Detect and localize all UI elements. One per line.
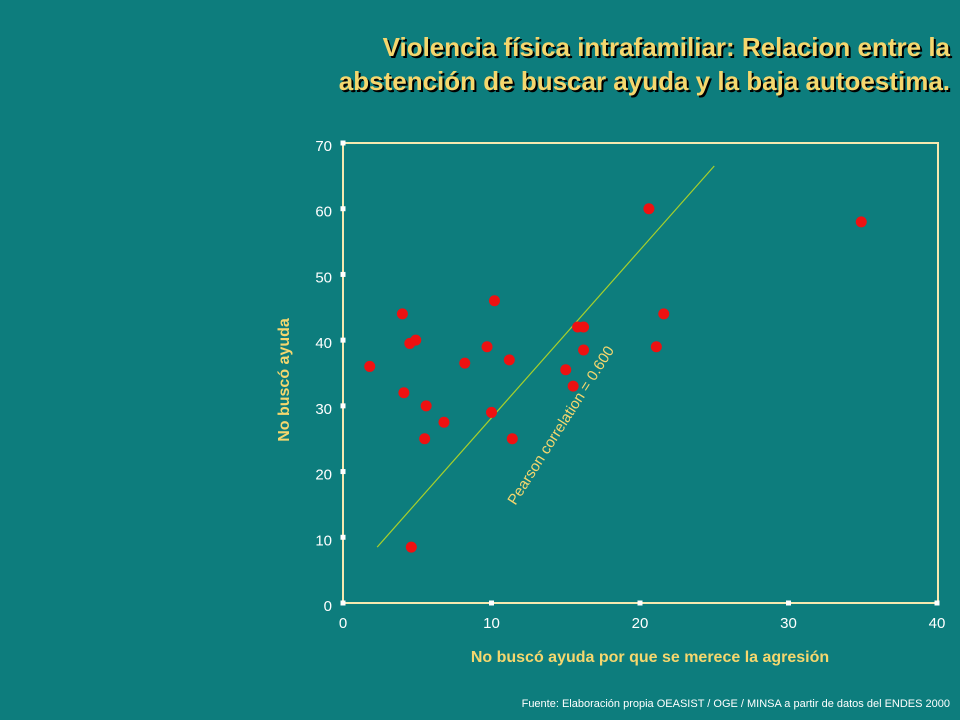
y-tick-label: 20 xyxy=(315,467,332,484)
data-point xyxy=(486,406,497,418)
y-tick-mark xyxy=(340,271,346,277)
plot-frame xyxy=(342,142,939,604)
chart-title-line-2: abstención de buscar ayuda y la baja aut… xyxy=(338,66,950,96)
y-tick-label: 70 xyxy=(315,138,332,155)
y-axis-label: No buscó ayuda xyxy=(276,318,293,442)
data-point xyxy=(658,308,670,320)
data-point xyxy=(650,341,662,353)
data-point xyxy=(578,321,590,333)
chart-title-line-1: Violencia física intrafamiliar: Relacion… xyxy=(382,32,950,62)
x-tick-label: 10 xyxy=(483,615,500,632)
y-tick-mark xyxy=(340,206,346,212)
x-axis-label: No buscó ayuda por que se merece la agre… xyxy=(471,649,829,666)
data-point xyxy=(503,354,515,366)
x-tick-label: 20 xyxy=(632,615,649,632)
y-tick-mark xyxy=(340,469,346,475)
y-tick-label: 10 xyxy=(315,532,332,549)
data-point xyxy=(398,387,410,399)
data-point xyxy=(419,433,431,445)
y-tick-label: 60 xyxy=(315,204,332,221)
y-tick-label: 50 xyxy=(315,269,332,286)
chart-title: Violencia física intrafamiliar: Relacion… xyxy=(200,30,950,98)
data-point xyxy=(643,203,655,215)
y-tick-mark xyxy=(340,534,346,540)
trend-line xyxy=(376,165,715,548)
x-tick-mark xyxy=(637,600,643,606)
y-tick-mark xyxy=(340,337,346,343)
data-point xyxy=(481,341,493,353)
y-tick-label: 0 xyxy=(324,598,332,615)
data-point xyxy=(567,380,579,392)
x-tick-label: 30 xyxy=(780,615,797,632)
data-point xyxy=(396,308,408,320)
data-point xyxy=(405,541,417,553)
x-tick-mark xyxy=(489,600,494,606)
data-point xyxy=(410,334,422,346)
y-tick-mark xyxy=(340,600,346,606)
data-point xyxy=(560,364,572,376)
data-point xyxy=(438,416,450,428)
data-point xyxy=(578,344,590,356)
data-point xyxy=(506,433,518,445)
data-point xyxy=(855,216,867,228)
x-tick-mark xyxy=(786,600,791,606)
y-tick-label: 30 xyxy=(315,401,332,418)
data-point xyxy=(488,295,500,307)
data-point xyxy=(420,400,432,412)
y-tick-mark xyxy=(340,403,346,409)
data-point xyxy=(364,360,376,372)
x-tick-mark xyxy=(934,600,940,606)
source-note: Fuente: Elaboración propia OEASIST / OGE… xyxy=(521,698,950,710)
data-point xyxy=(459,357,471,369)
y-tick-mark xyxy=(340,140,346,146)
x-tick-label: 0 xyxy=(339,615,347,632)
y-tick-label: 40 xyxy=(315,335,332,352)
x-tick-label: 40 xyxy=(929,615,946,632)
